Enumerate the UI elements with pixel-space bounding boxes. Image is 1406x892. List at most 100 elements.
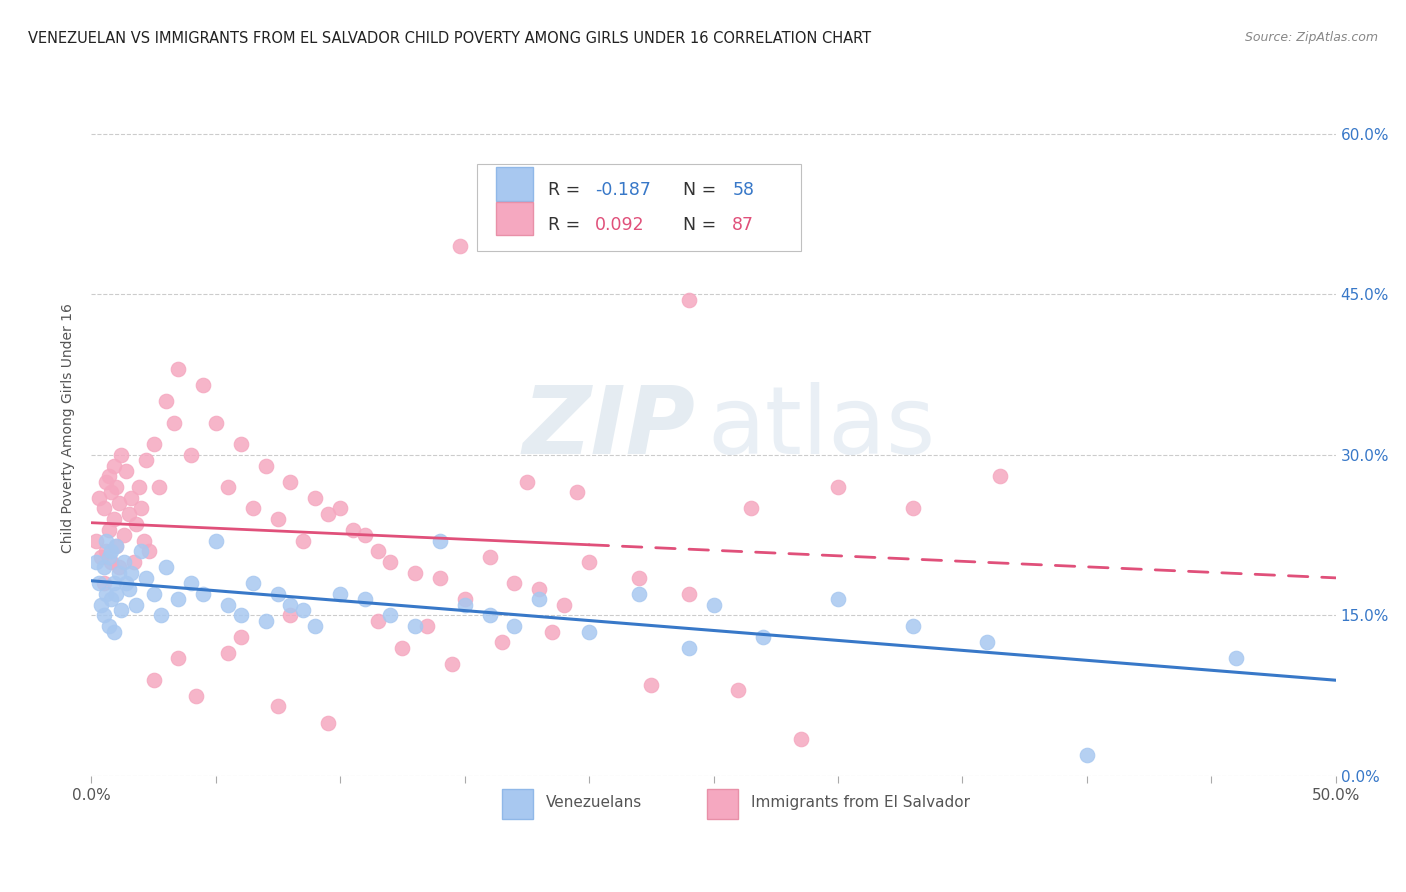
Point [135, 453, 157, 467]
Point [267, 699, 290, 714]
Y-axis label: Child Poverty Among Girls Under 16: Child Poverty Among Girls Under 16 [62, 303, 76, 553]
Point [105, 539, 128, 553]
Point [150, 608, 173, 623]
Point [86, 533, 108, 548]
Point [148, 480, 170, 494]
Point [627, 587, 650, 601]
Point [107, 496, 129, 510]
FancyBboxPatch shape [496, 168, 533, 201]
Point [96, 533, 118, 548]
Text: 0.092: 0.092 [595, 216, 645, 234]
Point [97, 469, 120, 483]
Point [988, 469, 1011, 483]
Point [217, 646, 239, 660]
Point [167, 651, 190, 665]
Point [96, 587, 118, 601]
Text: Source: ZipAtlas.com: Source: ZipAtlas.com [1244, 31, 1378, 45]
Text: atlas: atlas [707, 382, 935, 475]
Point [217, 598, 239, 612]
Point [184, 689, 207, 703]
Point [678, 293, 700, 307]
Point [901, 501, 924, 516]
Point [267, 512, 290, 526]
Text: R =: R = [548, 216, 586, 234]
Point [103, 576, 125, 591]
Point [93, 576, 115, 591]
Point [727, 683, 749, 698]
Point [578, 624, 600, 639]
Point [142, 673, 165, 687]
Point [167, 592, 190, 607]
Point [180, 448, 202, 462]
Point [103, 624, 125, 639]
Point [87, 491, 110, 505]
Point [125, 598, 148, 612]
Point [180, 576, 202, 591]
Point [367, 614, 389, 628]
Point [110, 448, 132, 462]
Point [491, 635, 513, 649]
Point [90, 598, 112, 612]
Point [115, 576, 138, 591]
Point [702, 598, 725, 612]
Point [291, 603, 314, 617]
Point [354, 592, 377, 607]
Point [129, 544, 152, 558]
Point [714, 212, 737, 227]
Point [90, 549, 112, 564]
Point [118, 582, 141, 596]
Point [205, 416, 228, 430]
Point [280, 608, 302, 623]
FancyBboxPatch shape [477, 164, 800, 251]
Point [229, 630, 252, 644]
Point [378, 555, 401, 569]
Point [162, 416, 184, 430]
FancyBboxPatch shape [496, 202, 533, 235]
Point [229, 437, 252, 451]
Text: ZIP: ZIP [522, 382, 695, 475]
Point [155, 394, 177, 409]
Point [565, 485, 588, 500]
Point [329, 587, 352, 601]
Point [125, 517, 148, 532]
Point [404, 619, 426, 633]
Point [578, 555, 600, 569]
Point [115, 464, 138, 478]
Point [97, 549, 120, 564]
Point [112, 528, 135, 542]
Point [103, 512, 125, 526]
Point [138, 544, 160, 558]
Point [120, 566, 142, 580]
Point [267, 587, 290, 601]
Point [112, 555, 135, 569]
Point [87, 576, 110, 591]
Point [529, 582, 551, 596]
Point [291, 533, 314, 548]
Point [107, 560, 129, 574]
Point [342, 523, 364, 537]
Point [453, 592, 475, 607]
Point [478, 608, 501, 623]
Point [640, 678, 662, 692]
Point [107, 566, 129, 580]
Point [789, 731, 811, 746]
Point [100, 544, 122, 558]
Point [1076, 747, 1098, 762]
Point [167, 362, 190, 376]
FancyBboxPatch shape [707, 789, 738, 819]
Text: 87: 87 [733, 216, 754, 234]
Point [503, 619, 526, 633]
Point [901, 619, 924, 633]
Point [354, 528, 377, 542]
Point [93, 608, 115, 623]
Point [416, 619, 439, 633]
Point [976, 635, 998, 649]
Text: VENEZUELAN VS IMMIGRANTS FROM EL SALVADOR CHILD POVERTY AMONG GIRLS UNDER 16 COR: VENEZUELAN VS IMMIGRANTS FROM EL SALVADO… [28, 31, 872, 46]
Point [97, 523, 120, 537]
Point [378, 608, 401, 623]
Point [1225, 651, 1247, 665]
Point [242, 576, 264, 591]
Text: -0.187: -0.187 [595, 181, 651, 199]
Text: Immigrants from El Salvador: Immigrants from El Salvador [751, 796, 970, 810]
Point [128, 480, 150, 494]
